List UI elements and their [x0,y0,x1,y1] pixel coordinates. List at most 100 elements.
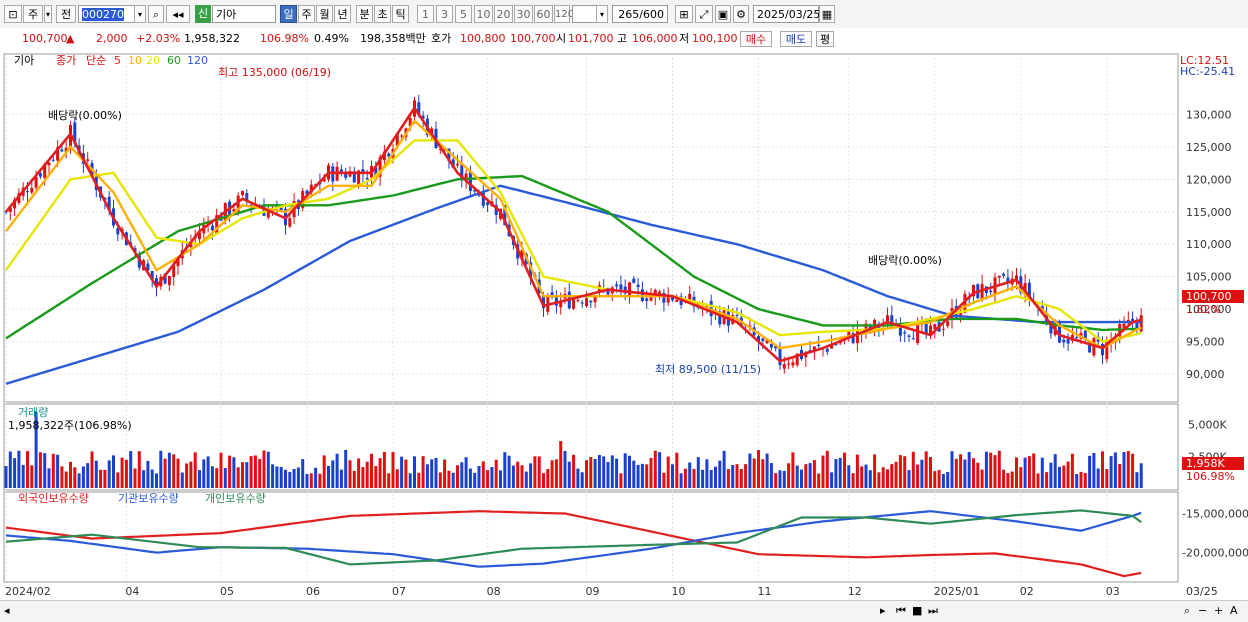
scroll-right-icon[interactable]: ▸ [880,604,886,617]
sell-button[interactable]: 매도 [780,31,812,47]
candle-body [615,284,619,287]
zoom-out-button[interactable]: − [1198,604,1208,617]
volume-bar [606,461,610,488]
price-tick-label: 95,000 [1186,336,1225,349]
minute-3[interactable]: 3 [436,5,453,23]
volume-bar [434,457,438,488]
stop-icon[interactable]: ■ [912,604,923,617]
volume-bar [726,469,730,488]
volume-bar [997,450,1001,488]
volume-bar [1122,451,1126,488]
minute-120[interactable]: 120 [554,5,574,23]
candle-body [1062,339,1066,343]
buy-button[interactable]: 매수 [740,31,772,47]
volume-bar [253,455,257,488]
period-week-button[interactable]: 주 [23,5,43,23]
price-tick-label: 125,000 [1186,141,1232,154]
candle-body [249,204,253,206]
quote-open-label: 시 [556,32,567,45]
holdings-line [5,509,1142,566]
minute-60[interactable]: 60 [534,5,553,23]
volume-bar [1053,454,1057,488]
candle-body [911,338,915,340]
last-price-tag [1182,290,1244,303]
candle-body [116,228,120,235]
zoom-in-button[interactable]: + [1214,604,1224,617]
first-icon[interactable]: ⏮ [896,604,906,617]
candle-body [709,300,713,317]
chart-tools-icon[interactable]: ⊞ [675,5,693,23]
minute-30[interactable]: 30 [514,5,533,23]
candle-body [593,296,597,303]
candle-body [378,157,382,177]
candle-body [86,159,90,161]
candle-body [73,122,77,144]
volume-bar [1027,456,1031,488]
volume-bar [155,473,158,488]
window-icon[interactable]: ⊡ [4,5,22,23]
lc-label: LC:12.51 [1180,54,1229,67]
volume-bar [1040,457,1044,488]
avg-button[interactable]: 평 [816,31,834,47]
volume-bar [228,455,232,488]
candle-body [430,128,434,134]
interval-minute[interactable]: 분 [356,5,373,23]
volume-bar [735,464,739,488]
minute-10[interactable]: 10 [474,5,493,23]
last-icon[interactable]: ⏭ [928,604,938,617]
date-field[interactable]: 2025/03/25 [753,5,820,23]
volume-bar [937,469,941,488]
volume-bar [159,450,163,488]
minute-1[interactable]: 1 [417,5,434,23]
candle-body [769,343,773,348]
candle-body [107,196,111,211]
volume-bar [894,461,898,488]
font-button[interactable]: A [1230,604,1238,617]
scroll-left-icon[interactable]: ◂ [4,604,10,617]
period-dropdown[interactable]: ▾ [44,5,52,23]
stock-name-field[interactable]: 기아 [212,5,276,23]
calendar-icon[interactable]: ▦ [819,5,835,23]
count-field[interactable]: 265/600 [612,5,668,23]
volume-bar [309,473,313,488]
volume-bar [150,469,154,488]
prev-button[interactable]: 전 [56,5,76,23]
save-icon[interactable]: ▣ [715,5,731,23]
volume-bar [1019,467,1023,488]
code-field[interactable]: 000270 [78,5,136,23]
volume-bar [757,450,760,488]
interval-month[interactable]: 월 [316,5,333,23]
volume-bar [210,466,214,488]
search-icon[interactable]: ⌕ [148,5,164,23]
candle-body [1088,342,1092,353]
x-tick-label: 02 [1020,585,1034,598]
price-tick-label: 100,000 [1186,303,1232,316]
speaker-icon[interactable]: ◂◂ [166,5,190,23]
candle-body [688,293,692,302]
interval-week[interactable]: 주 [298,5,315,23]
volume-bar [593,458,597,488]
volume-bar [714,466,717,488]
interval-tick[interactable]: 틱 [392,5,409,23]
minute-20[interactable]: 20 [494,5,513,23]
custom-interval-dropdown[interactable]: ▾ [596,5,608,23]
code-dropdown[interactable]: ▾ [134,5,146,23]
interval-year[interactable]: 년 [334,5,351,23]
candle-body [1066,339,1070,344]
volume-bar [1135,472,1139,488]
gear-icon[interactable]: ⚙ [733,5,749,23]
interval-day[interactable]: 일 [280,5,297,23]
minute-5[interactable]: 5 [455,5,472,23]
candle-body [438,148,442,150]
line-tool-icon[interactable]: ⤢ [695,5,713,23]
interval-second[interactable]: 초 [374,5,391,23]
quote-ask: 100,700 [510,32,556,45]
x-tick-label: 05 [220,585,234,598]
volume-bar [645,464,649,488]
volume-bar [357,458,361,488]
magnifier-icon[interactable]: ⌕ [1184,604,1191,617]
volume-bar [322,455,326,488]
last-pct-label: 1.82% [1186,303,1221,316]
candle-body [1006,277,1010,283]
volume-bar [628,455,631,488]
